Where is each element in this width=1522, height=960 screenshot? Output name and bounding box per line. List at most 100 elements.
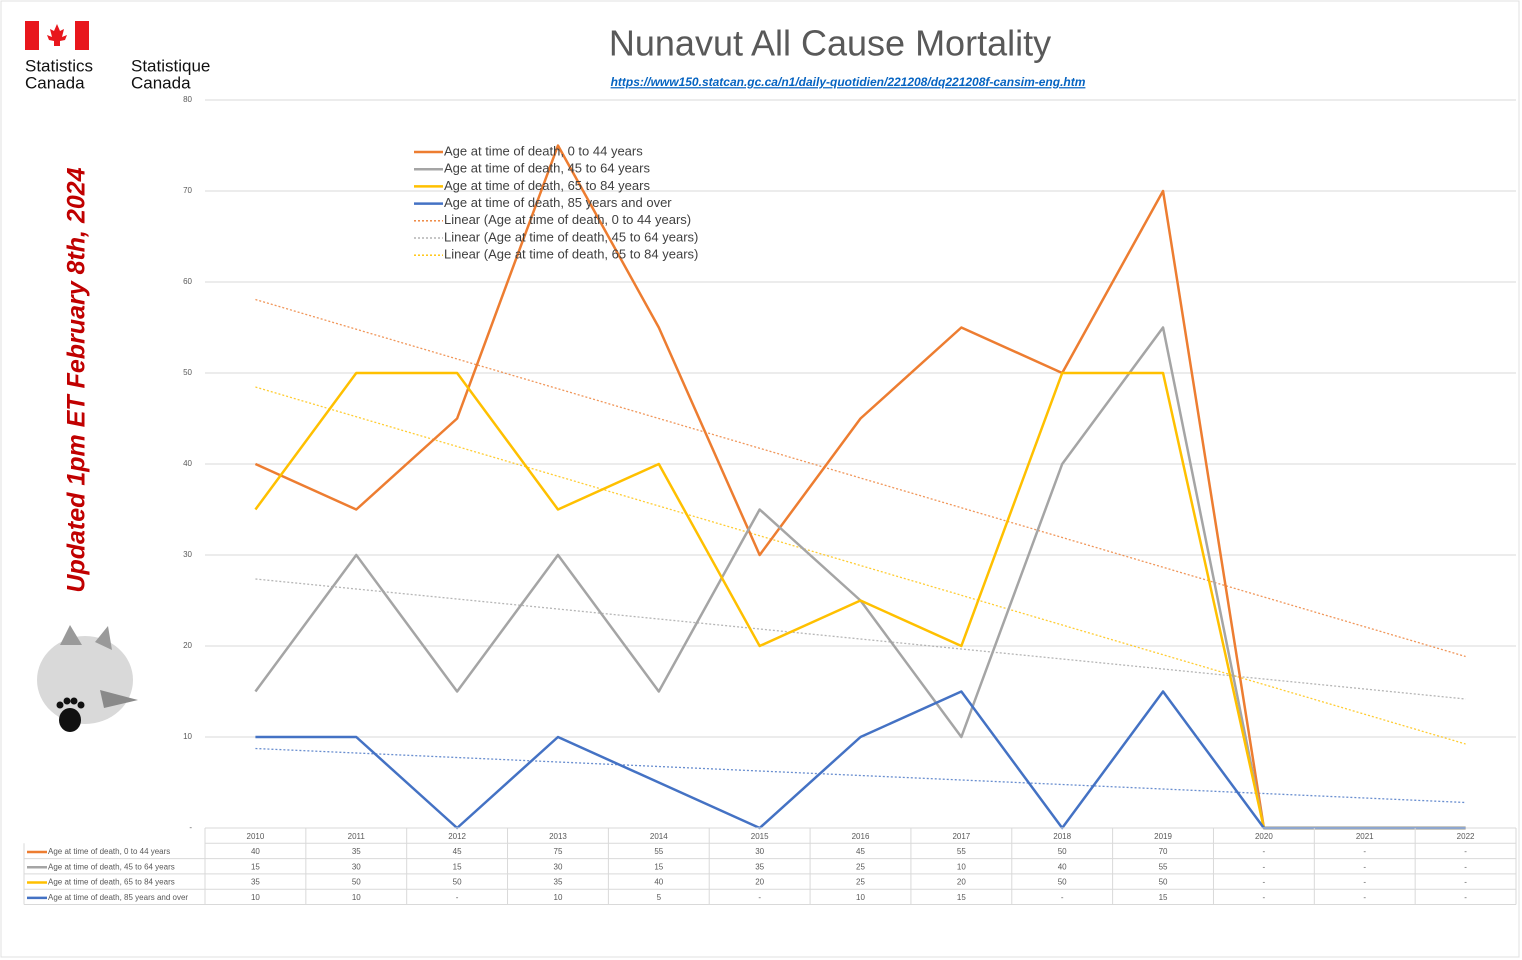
table-value: -	[1363, 878, 1366, 887]
table-value: 10	[352, 893, 361, 902]
table-value: -	[1263, 847, 1266, 856]
y-tick-label: 10	[183, 732, 192, 741]
x-tick-label: 2011	[348, 832, 366, 841]
table-value: -	[1263, 878, 1266, 887]
table-value: 45	[856, 847, 865, 856]
table-value: 40	[1058, 862, 1067, 871]
wolf-head	[37, 636, 133, 724]
table-value: 15	[453, 862, 462, 871]
legend-label: Linear (Age at time of death, 65 to 84 y…	[444, 247, 698, 262]
legend-label: Age at time of death, 0 to 44 years	[444, 143, 643, 158]
table-row-label: Age at time of death, 0 to 44 years	[48, 847, 170, 856]
table-value: 20	[755, 878, 764, 887]
source-link[interactable]: https://www150.statcan.gc.ca/n1/daily-qu…	[611, 75, 1086, 89]
y-tick-label: 70	[183, 186, 192, 195]
table-value: 20	[957, 878, 966, 887]
table-value: 10	[251, 893, 260, 902]
table-value: 55	[957, 847, 966, 856]
chart-title: Nunavut All Cause Mortality	[609, 23, 1051, 64]
x-tick-label: 2015	[751, 832, 769, 841]
table-value: 15	[957, 893, 966, 902]
x-tick-label: 2013	[549, 832, 567, 841]
x-tick-label: 2017	[952, 832, 970, 841]
paw-toe	[77, 701, 85, 709]
paw-toe	[70, 697, 78, 705]
legend-label: Age at time of death, 45 to 64 years	[444, 161, 650, 176]
paw	[59, 708, 81, 732]
table-value: 30	[755, 847, 764, 856]
table-value: -	[1363, 847, 1366, 856]
trendline	[255, 578, 1466, 700]
x-tick-label: 2014	[650, 832, 668, 841]
x-tick-label: 2020	[1255, 832, 1273, 841]
table-value: 15	[654, 862, 663, 871]
y-tick-label: 30	[183, 550, 192, 559]
logo-text: Canada	[131, 73, 191, 92]
y-tick-label: 60	[183, 277, 192, 286]
table-value: 50	[352, 878, 361, 887]
y-tick-label: 40	[183, 459, 192, 468]
table-value: -	[1263, 893, 1266, 902]
table-value: 55	[654, 847, 663, 856]
table-value: 35	[755, 862, 764, 871]
wolf-logo	[37, 625, 138, 732]
table-value: -	[1061, 893, 1064, 902]
table-value: -	[1464, 893, 1467, 902]
legend-label: Age at time of death, 85 years and over	[444, 195, 672, 210]
table-value: 35	[251, 878, 260, 887]
maple-leaf	[47, 24, 67, 46]
table-value: 55	[1159, 862, 1168, 871]
table-value: -	[1263, 862, 1266, 871]
table-value: 50	[453, 878, 462, 887]
wolf-snout	[100, 690, 138, 708]
table-value: 5	[657, 893, 662, 902]
y-tick-label: 50	[183, 368, 192, 377]
table-row-label: Age at time of death, 45 to 64 years	[48, 862, 175, 871]
table-value: -	[456, 893, 459, 902]
logo-text: Statistics	[25, 56, 93, 75]
table-value: 35	[554, 878, 563, 887]
table-value: 40	[654, 878, 663, 887]
paw-toe	[63, 697, 71, 705]
table-value: 45	[453, 847, 462, 856]
table-row-label: Age at time of death, 85 years and over	[48, 893, 188, 902]
flag-bar	[75, 21, 89, 50]
statcan-logo: Statistics Canada Statistique Canada	[25, 21, 210, 92]
table-value: 50	[1159, 878, 1168, 887]
x-tick-label: 2021	[1356, 832, 1374, 841]
trendline	[255, 747, 1466, 804]
table-value: 40	[251, 847, 260, 856]
table-value: -	[1464, 878, 1467, 887]
y-tick-label: 20	[183, 641, 192, 650]
x-tick-label: 2019	[1154, 832, 1172, 841]
table-value: 30	[352, 862, 361, 871]
update-note: Updated 1pm ET February 8th, 2024	[63, 167, 91, 592]
x-tick-label: 2010	[247, 832, 265, 841]
y-tick-label: 80	[183, 95, 192, 104]
table-value: -	[1363, 893, 1366, 902]
legend-label: Age at time of death, 65 to 84 years	[444, 178, 650, 193]
logo-text: Canada	[25, 73, 85, 92]
table-value: 25	[856, 878, 865, 887]
table-value: 30	[554, 862, 563, 871]
table-value: 15	[251, 862, 260, 871]
paw-toe	[56, 701, 64, 709]
table-value: 70	[1159, 847, 1168, 856]
table-value: -	[758, 893, 761, 902]
table-row-label: Age at time of death, 65 to 84 years	[48, 878, 175, 887]
y-tick-label: -	[189, 823, 192, 832]
table-value: 50	[1058, 847, 1067, 856]
table-value: 75	[554, 847, 563, 856]
table-value: 10	[856, 893, 865, 902]
table-value: 10	[554, 893, 563, 902]
table-value: 35	[352, 847, 361, 856]
table-value: 25	[856, 862, 865, 871]
flag-bar	[25, 21, 39, 50]
legend-label: Linear (Age at time of death, 45 to 64 y…	[444, 229, 698, 244]
wolf-ears	[60, 625, 112, 650]
table-value: -	[1464, 847, 1467, 856]
logo-text: Statistique	[131, 56, 210, 75]
table-value: -	[1363, 862, 1366, 871]
